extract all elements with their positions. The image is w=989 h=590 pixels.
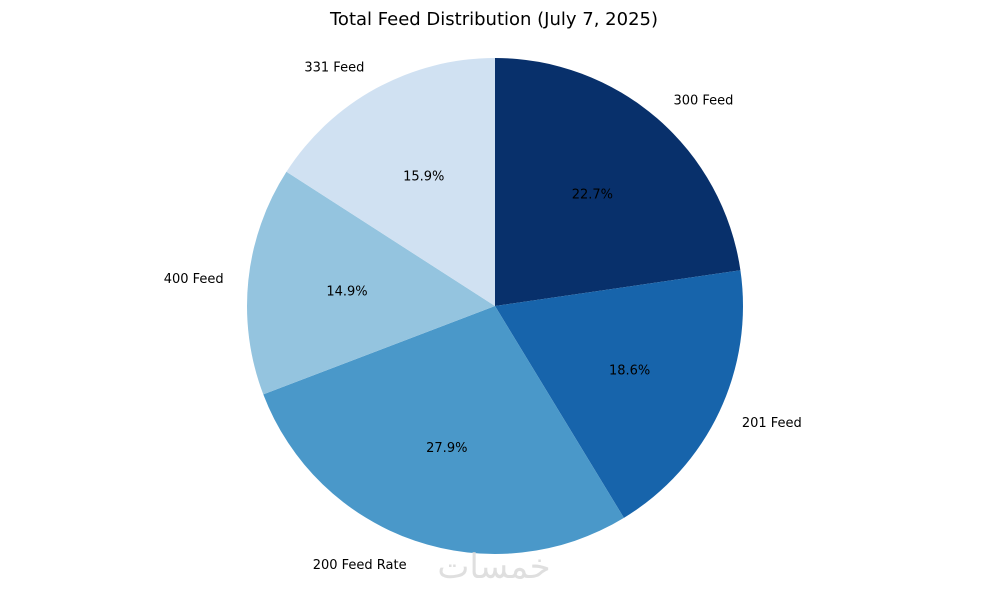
slice-percent-label: 15.9% (403, 169, 444, 184)
slice-label: 400 Feed (164, 272, 224, 287)
slice-label: 331 Feed (304, 61, 364, 76)
watermark-logo: خمسات (437, 547, 550, 587)
pie-slice-201-feed (495, 270, 743, 518)
slice-percent-label: 18.6% (609, 363, 650, 378)
slice-label: 300 Feed (673, 94, 733, 109)
slice-label: 200 Feed Rate (313, 558, 407, 573)
pie-slice-200-feed-rate (263, 306, 624, 554)
slice-percent-label: 14.9% (326, 285, 367, 300)
pie-slice-400-feed (246, 171, 495, 395)
chart-title: Total Feed Distribution (July 7, 2025) (329, 9, 658, 30)
slice-percent-label: 22.7% (572, 187, 613, 202)
slice-percent-label: 27.9% (426, 441, 467, 456)
slice-label: 201 Feed (742, 416, 802, 431)
pie-slice-331-feed (286, 58, 495, 306)
pie-slice-300-feed (495, 58, 741, 306)
